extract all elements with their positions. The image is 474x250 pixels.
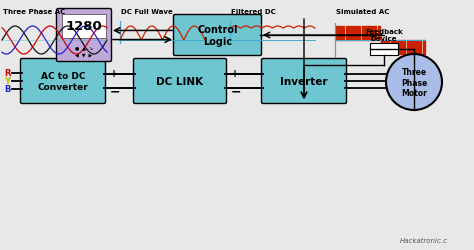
Text: Inverter: Inverter: [280, 77, 328, 87]
Text: +: +: [231, 69, 239, 79]
Text: −: −: [231, 85, 241, 98]
FancyBboxPatch shape: [20, 59, 106, 104]
Bar: [62, 15, 106, 39]
Text: R: R: [4, 69, 10, 78]
Text: Filtered DC: Filtered DC: [231, 9, 276, 15]
Text: ●  ▲  ↘
◀  ▼  ▶: ● ▲ ↘ ◀ ▼ ▶: [75, 46, 93, 57]
Text: AC to DC
Converter: AC to DC Converter: [37, 72, 88, 91]
Text: Hackatronic.c: Hackatronic.c: [400, 237, 448, 243]
Text: DC Full Wave: DC Full Wave: [121, 9, 173, 15]
FancyBboxPatch shape: [173, 16, 262, 56]
FancyBboxPatch shape: [134, 59, 227, 104]
Text: Simulated AC: Simulated AC: [336, 9, 389, 15]
Text: B: B: [4, 85, 10, 94]
Text: Three Phase AC: Three Phase AC: [3, 9, 65, 15]
Text: Control
Logic: Control Logic: [197, 25, 238, 46]
Text: DC LINK: DC LINK: [156, 77, 203, 87]
FancyBboxPatch shape: [262, 59, 346, 104]
Circle shape: [386, 55, 442, 110]
Text: −: −: [110, 85, 120, 98]
Text: 1280: 1280: [65, 20, 102, 33]
Text: Three
Phase
Motor: Three Phase Motor: [401, 68, 427, 98]
Bar: [370, 44, 398, 56]
Text: Y: Y: [4, 77, 10, 86]
Text: +: +: [110, 69, 118, 79]
Text: Feedback
Device: Feedback Device: [365, 29, 403, 42]
FancyBboxPatch shape: [56, 10, 111, 62]
